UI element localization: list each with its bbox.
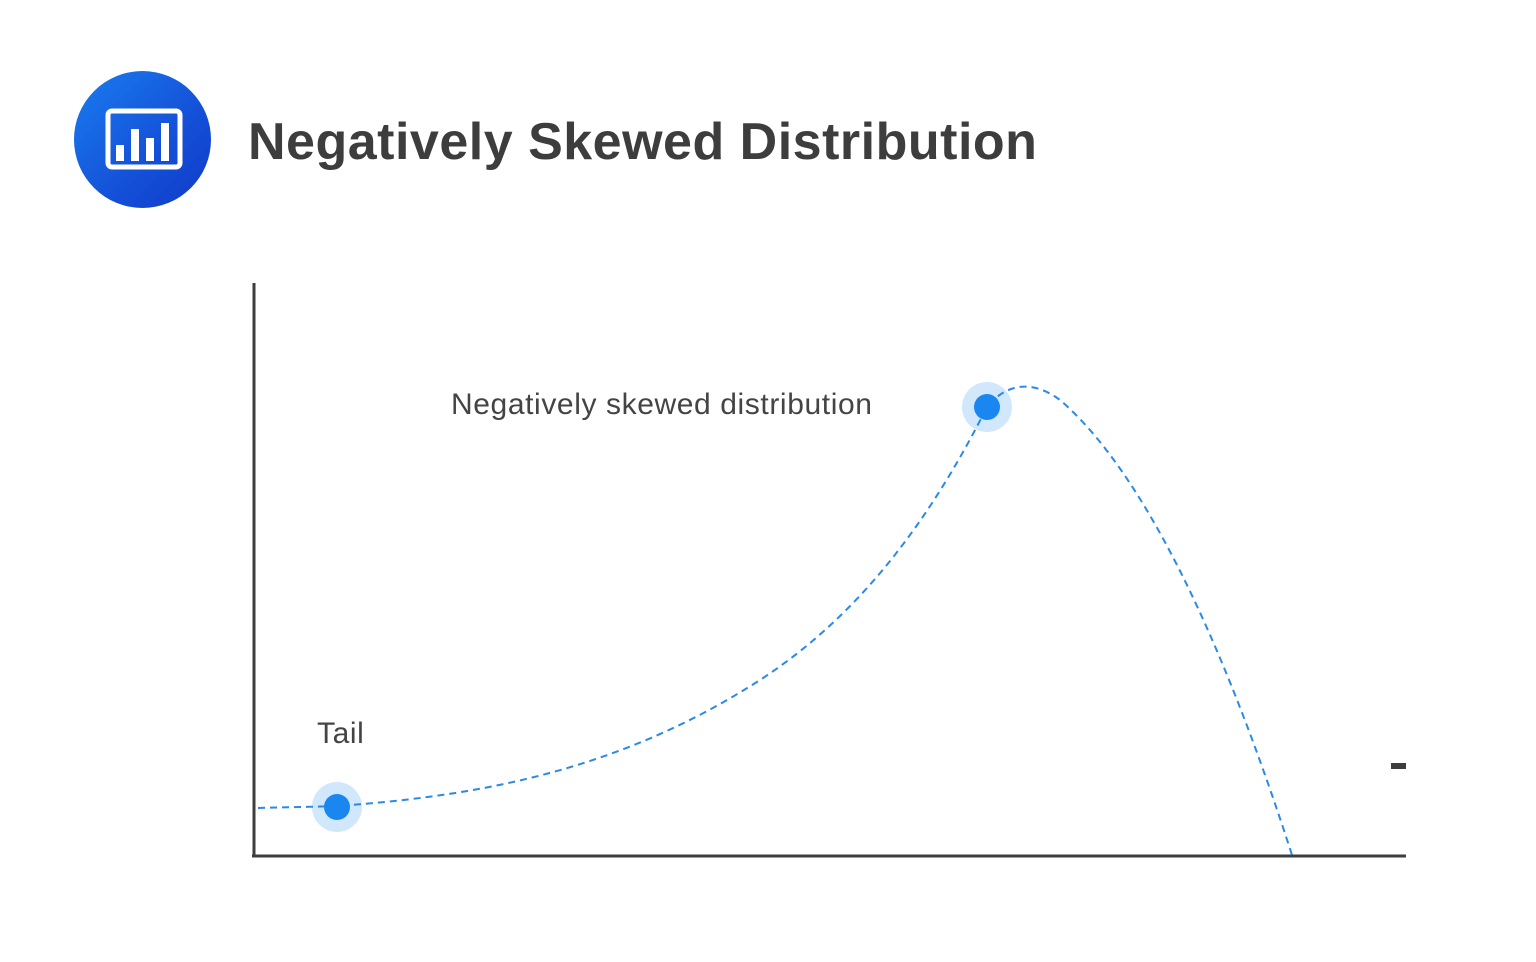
- tail-label: Tail: [317, 717, 365, 750]
- skewed-curve: [257, 385, 1293, 856]
- bar-chart-icon: [105, 108, 183, 170]
- page-title: Negatively Skewed Distribution: [248, 113, 1038, 171]
- peak-point: [974, 394, 1000, 420]
- tail-point: [324, 794, 350, 820]
- peak-label: Negatively skewed distribution: [451, 388, 873, 421]
- right-mark: [1391, 763, 1406, 769]
- logo-badge: [74, 71, 211, 208]
